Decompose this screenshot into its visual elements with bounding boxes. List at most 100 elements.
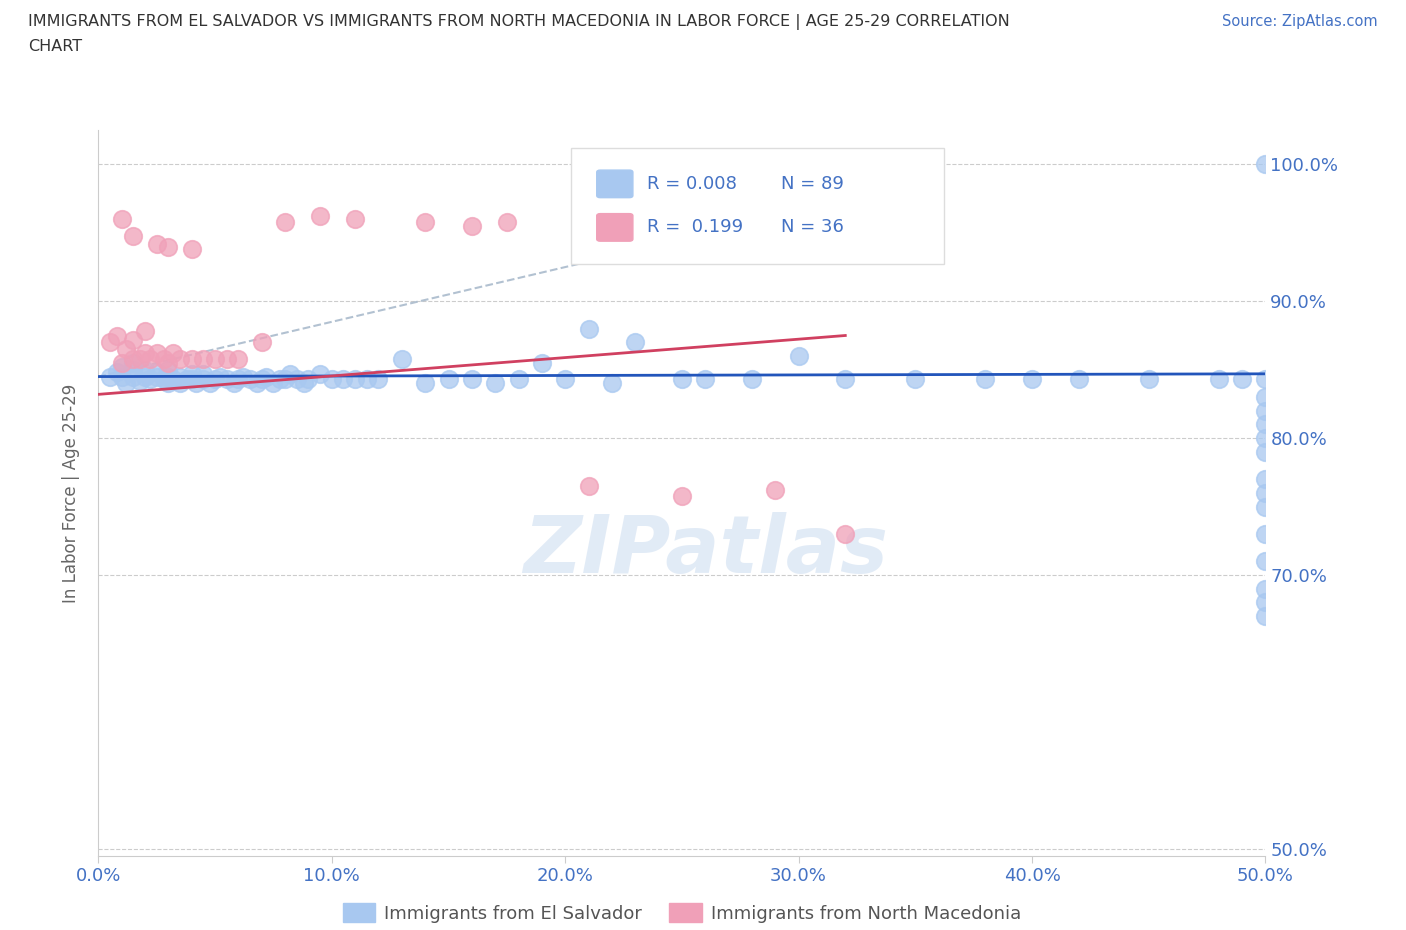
Point [391,352,413,366]
Point [495,215,517,230]
Point [157,376,180,391]
Point [157,355,180,370]
Point [834,372,856,387]
Point [162,346,184,361]
Point [157,239,180,254]
Point [146,346,169,361]
Legend: Immigrants from El Salvador, Immigrants from North Macedonia: Immigrants from El Salvador, Immigrants … [336,897,1028,930]
Point [250,372,273,387]
Point [671,488,693,503]
Point [321,372,343,387]
Point [309,209,332,224]
Point [600,376,623,391]
Point [169,376,191,391]
Text: N = 36: N = 36 [782,219,844,236]
Point [1254,526,1277,541]
Point [193,372,215,387]
Point [139,352,162,366]
Point [122,363,145,378]
Point [741,372,763,387]
Point [1021,372,1043,387]
Point [169,369,191,384]
Point [152,372,174,387]
Point [204,372,226,387]
Point [344,212,367,227]
Point [1208,372,1230,387]
Point [274,372,297,387]
Point [554,372,576,387]
Text: R =  0.199: R = 0.199 [647,219,742,236]
Point [578,479,600,494]
Point [695,372,717,387]
Point [1254,581,1277,596]
Point [111,360,134,375]
Point [122,352,145,366]
Point [437,372,460,387]
FancyBboxPatch shape [596,214,633,241]
Point [222,376,245,391]
Point [246,376,269,391]
Point [285,372,308,387]
Point [146,236,169,251]
Point [180,372,202,387]
Point [297,372,319,387]
Point [122,332,145,347]
Point [671,372,693,387]
Point [105,328,128,343]
Point [461,219,484,233]
Point [176,372,198,387]
Point [180,352,202,366]
Point [98,369,121,384]
Point [974,372,997,387]
Point [508,372,530,387]
Point [1254,445,1277,459]
Point [204,352,226,366]
Point [122,355,145,370]
Point [111,369,134,384]
Point [578,321,600,336]
Point [98,335,121,350]
Point [186,376,208,391]
Point [1230,372,1253,387]
Point [134,363,156,378]
Point [1254,499,1277,514]
Text: IMMIGRANTS FROM EL SALVADOR VS IMMIGRANTS FROM NORTH MACEDONIA IN LABOR FORCE | : IMMIGRANTS FROM EL SALVADOR VS IMMIGRANT… [28,14,1010,30]
Point [1254,472,1277,486]
Point [228,372,250,387]
Point [461,372,484,387]
Point [278,366,301,381]
Text: ZIPatlas: ZIPatlas [523,512,887,590]
Point [413,215,436,230]
Point [146,365,169,379]
Point [105,365,128,379]
Point [157,369,180,384]
Point [332,372,354,387]
Point [1254,390,1277,405]
Text: N = 89: N = 89 [782,175,844,193]
Point [139,372,162,387]
Point [787,349,810,364]
Point [763,483,786,498]
Point [309,366,332,381]
Point [1254,404,1277,418]
Point [193,366,215,381]
Point [904,372,927,387]
Point [1254,417,1277,432]
Point [1254,431,1277,445]
Point [157,363,180,378]
Point [624,335,647,350]
FancyBboxPatch shape [571,149,945,264]
Point [484,376,506,391]
Text: Source: ZipAtlas.com: Source: ZipAtlas.com [1222,14,1378,29]
Point [122,228,145,243]
Point [834,526,856,541]
Point [292,376,315,391]
Point [152,352,174,366]
Point [232,369,254,384]
Point [1137,372,1160,387]
Point [134,369,156,384]
Point [356,372,378,387]
Point [269,372,291,387]
Point [215,352,238,366]
Point [208,369,231,384]
